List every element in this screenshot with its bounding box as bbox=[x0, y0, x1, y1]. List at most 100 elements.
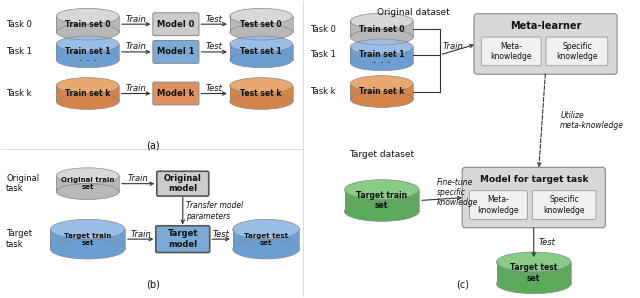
Bar bbox=[230, 16, 292, 32]
Bar bbox=[497, 262, 571, 284]
Text: Model 0: Model 0 bbox=[157, 20, 195, 29]
FancyBboxPatch shape bbox=[462, 167, 605, 228]
Ellipse shape bbox=[351, 39, 413, 55]
Ellipse shape bbox=[56, 8, 119, 24]
Ellipse shape bbox=[344, 180, 419, 200]
Ellipse shape bbox=[56, 94, 119, 109]
Text: Train set 1: Train set 1 bbox=[359, 50, 404, 59]
Text: Train set 0: Train set 0 bbox=[359, 25, 404, 34]
Ellipse shape bbox=[351, 13, 413, 29]
Text: Target train
set: Target train set bbox=[356, 191, 407, 210]
Text: Task 1: Task 1 bbox=[310, 50, 336, 59]
FancyBboxPatch shape bbox=[153, 13, 199, 35]
Bar bbox=[351, 21, 413, 37]
Text: Model for target task: Model for target task bbox=[479, 175, 588, 184]
Text: Test set k: Test set k bbox=[241, 89, 282, 98]
Text: Train set k: Train set k bbox=[359, 87, 404, 96]
FancyBboxPatch shape bbox=[532, 191, 596, 219]
Text: Task k: Task k bbox=[6, 89, 32, 98]
Text: Model k: Model k bbox=[157, 89, 195, 98]
FancyBboxPatch shape bbox=[153, 82, 199, 105]
Text: Task 0: Task 0 bbox=[310, 25, 336, 34]
Bar bbox=[351, 84, 413, 100]
FancyBboxPatch shape bbox=[157, 171, 209, 196]
Text: Train set 0: Train set 0 bbox=[65, 20, 111, 29]
Text: Original
task: Original task bbox=[6, 174, 40, 193]
Text: Original
model: Original model bbox=[164, 174, 202, 193]
Text: Meta-
knowledge: Meta- knowledge bbox=[477, 195, 519, 215]
FancyBboxPatch shape bbox=[470, 191, 527, 219]
Text: Test set 0: Test set 0 bbox=[241, 20, 282, 29]
Text: (a): (a) bbox=[147, 140, 160, 150]
Text: Target
task: Target task bbox=[6, 229, 32, 249]
Ellipse shape bbox=[351, 55, 413, 71]
Text: Meta-
knowledge: Meta- knowledge bbox=[490, 42, 532, 61]
Ellipse shape bbox=[56, 168, 119, 184]
Bar bbox=[233, 229, 300, 249]
FancyBboxPatch shape bbox=[481, 37, 541, 66]
Ellipse shape bbox=[233, 239, 300, 259]
Bar bbox=[351, 47, 413, 63]
Text: Test: Test bbox=[212, 230, 230, 239]
Ellipse shape bbox=[51, 239, 125, 259]
Text: Train: Train bbox=[130, 230, 151, 239]
Text: Target train
set: Target train set bbox=[64, 233, 111, 246]
Text: Train: Train bbox=[126, 84, 147, 93]
Text: Transfer model
parameters: Transfer model parameters bbox=[186, 201, 243, 221]
Ellipse shape bbox=[351, 91, 413, 107]
FancyBboxPatch shape bbox=[474, 14, 617, 74]
Ellipse shape bbox=[56, 52, 119, 68]
Ellipse shape bbox=[230, 36, 292, 52]
Text: Original train
set: Original train set bbox=[61, 177, 115, 190]
Text: (c): (c) bbox=[456, 280, 468, 290]
Ellipse shape bbox=[230, 24, 292, 40]
Text: Task 0: Task 0 bbox=[6, 20, 32, 29]
Bar bbox=[344, 190, 419, 211]
Bar bbox=[230, 44, 292, 60]
Bar bbox=[51, 229, 125, 249]
FancyBboxPatch shape bbox=[546, 37, 608, 66]
Text: Train set 1: Train set 1 bbox=[65, 47, 111, 56]
Ellipse shape bbox=[230, 78, 292, 94]
Ellipse shape bbox=[230, 52, 292, 68]
Text: Test set 1: Test set 1 bbox=[241, 47, 282, 56]
Text: · · ·: · · · bbox=[79, 56, 97, 66]
Ellipse shape bbox=[51, 219, 125, 239]
Ellipse shape bbox=[56, 36, 119, 52]
Text: Test: Test bbox=[205, 84, 223, 93]
Bar bbox=[56, 16, 119, 32]
Bar bbox=[56, 176, 119, 192]
Text: Train set k: Train set k bbox=[65, 89, 110, 98]
Text: Train: Train bbox=[128, 174, 148, 183]
Text: Target test
set: Target test set bbox=[244, 233, 288, 246]
Text: Model 1: Model 1 bbox=[157, 47, 195, 56]
Text: · · ·: · · · bbox=[373, 58, 391, 68]
Text: Test: Test bbox=[205, 42, 223, 52]
Ellipse shape bbox=[233, 219, 300, 239]
Ellipse shape bbox=[56, 24, 119, 40]
Text: Fine-tune
specific
knowledge: Fine-tune specific knowledge bbox=[436, 178, 478, 207]
Text: Specific
knowledge: Specific knowledge bbox=[543, 195, 585, 215]
Ellipse shape bbox=[351, 76, 413, 91]
Text: Utilize
meta-knowledge: Utilize meta-knowledge bbox=[560, 111, 624, 131]
Text: Meta-learner: Meta-learner bbox=[510, 21, 581, 31]
Text: Original dataset: Original dataset bbox=[377, 8, 449, 17]
Ellipse shape bbox=[56, 184, 119, 200]
Ellipse shape bbox=[344, 201, 419, 221]
Text: Target dataset: Target dataset bbox=[349, 150, 414, 159]
Ellipse shape bbox=[497, 252, 571, 272]
Bar bbox=[56, 86, 119, 101]
Text: Test: Test bbox=[539, 238, 556, 247]
Text: Train: Train bbox=[126, 42, 147, 52]
Ellipse shape bbox=[56, 78, 119, 94]
Text: Train: Train bbox=[126, 15, 147, 24]
Bar bbox=[230, 86, 292, 101]
Text: Task k: Task k bbox=[310, 87, 336, 96]
Text: Target
model: Target model bbox=[168, 229, 198, 249]
Text: Target test
set: Target test set bbox=[510, 263, 557, 283]
Text: (b): (b) bbox=[147, 280, 160, 290]
Text: Task 1: Task 1 bbox=[6, 47, 32, 56]
Text: Train: Train bbox=[443, 42, 464, 52]
Ellipse shape bbox=[230, 94, 292, 109]
Text: Specific
knowledge: Specific knowledge bbox=[556, 42, 598, 61]
